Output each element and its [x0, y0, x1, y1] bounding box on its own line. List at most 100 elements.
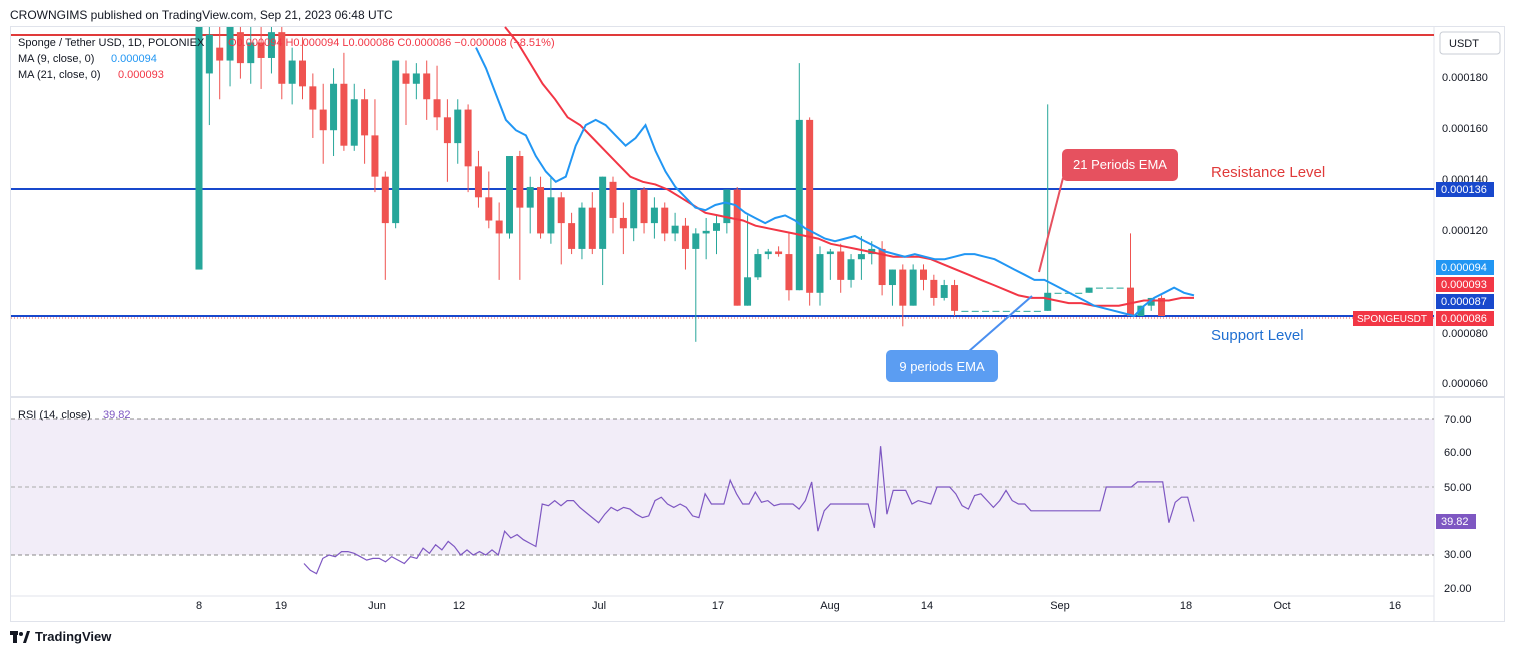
candle-up[interactable] [1033, 310, 1041, 312]
candle-down[interactable] [785, 254, 793, 291]
candle-up[interactable] [754, 254, 762, 278]
candle-down[interactable] [474, 166, 482, 198]
candle-up[interactable] [1023, 310, 1031, 312]
candle-up[interactable] [392, 60, 400, 224]
candle-down[interactable] [588, 207, 596, 249]
candle-up[interactable] [547, 197, 555, 234]
candle-up[interactable] [764, 251, 772, 255]
candle-up[interactable] [702, 230, 710, 234]
candle-up[interactable] [599, 176, 607, 249]
candle-up[interactable] [847, 259, 855, 280]
candle-up[interactable] [795, 119, 803, 291]
tradingview-footer[interactable]: TradingView [10, 629, 111, 644]
ema9-callout[interactable] [886, 350, 998, 382]
candle-up[interactable] [1085, 287, 1093, 293]
candle-down[interactable] [236, 32, 244, 64]
candle-down[interactable] [661, 207, 669, 234]
candle-down[interactable] [775, 251, 783, 255]
candle-up[interactable] [288, 60, 296, 84]
candle-down[interactable] [681, 225, 689, 249]
candle-down[interactable] [423, 73, 431, 100]
candle-up[interactable] [826, 251, 834, 255]
candle-down[interactable] [557, 197, 565, 224]
candle-up[interactable] [1013, 310, 1021, 312]
candle-down[interactable] [1127, 287, 1134, 317]
candle-up[interactable] [195, 27, 203, 270]
candle-down[interactable] [878, 248, 886, 286]
candle-up[interactable] [226, 27, 234, 61]
candle-up[interactable] [1095, 287, 1103, 289]
candle-up[interactable] [506, 156, 513, 234]
price-axis[interactable]: USDT 0.000180 0.000160 0.000140 0.000120… [1353, 31, 1501, 595]
candle-down[interactable] [216, 47, 224, 61]
candle-up[interactable] [671, 225, 679, 234]
candle-up[interactable] [888, 269, 896, 286]
candle-down[interactable] [806, 119, 814, 293]
candle-down[interactable] [381, 176, 389, 224]
candle-up[interactable] [1147, 297, 1155, 306]
candle-down[interactable] [433, 99, 441, 118]
candle-up[interactable] [961, 310, 969, 312]
candle-up[interactable] [971, 310, 979, 312]
time-axis[interactable]: 8 19 Jun 12 Jul 17 Aug 14 Sep 18 Oct 16 [196, 600, 1401, 612]
candle-up[interactable] [816, 254, 824, 293]
ema21-callout[interactable] [1062, 149, 1178, 181]
candle-up[interactable] [350, 99, 358, 146]
candle-down[interactable] [257, 42, 265, 58]
candle-up[interactable] [247, 42, 255, 64]
candle-down[interactable] [837, 251, 845, 280]
candle-up[interactable] [857, 254, 865, 260]
candle-up[interactable] [992, 310, 1000, 312]
candle-down[interactable] [319, 109, 327, 131]
candle-up[interactable] [454, 109, 462, 144]
currency-button[interactable] [1439, 31, 1501, 55]
candle-down[interactable] [619, 217, 627, 229]
candle-down[interactable] [920, 269, 927, 280]
candle-down[interactable] [340, 83, 348, 146]
candle-down[interactable] [495, 220, 503, 234]
candle-down[interactable] [733, 189, 741, 306]
rsi-line[interactable] [303, 446, 1195, 575]
candle-up[interactable] [578, 207, 586, 249]
candle-down[interactable] [951, 285, 959, 311]
candle-up[interactable] [1137, 305, 1145, 317]
candle-down[interactable] [443, 117, 451, 144]
candle-up[interactable] [526, 186, 534, 208]
candle-up[interactable] [692, 233, 700, 249]
candle-down[interactable] [1158, 297, 1166, 317]
candle-up[interactable] [1116, 287, 1124, 289]
candle-down[interactable] [299, 60, 306, 87]
candle-down[interactable] [640, 189, 648, 224]
candle-down[interactable] [516, 156, 524, 208]
candle-up[interactable] [1106, 287, 1114, 289]
candle-down[interactable] [371, 135, 379, 177]
candle-down[interactable] [537, 186, 545, 234]
candle-down[interactable] [402, 73, 410, 84]
candle-down[interactable] [485, 197, 493, 221]
candle-up[interactable] [1054, 292, 1062, 294]
candle-up[interactable] [723, 189, 731, 224]
candle-down[interactable] [361, 99, 369, 136]
candle-down[interactable] [930, 279, 938, 298]
candle-down[interactable] [309, 86, 317, 110]
candle-up[interactable] [713, 223, 720, 231]
candle-up[interactable] [330, 83, 338, 131]
candle-up[interactable] [1002, 310, 1010, 312]
candle-up[interactable] [940, 285, 948, 298]
candle-down[interactable] [609, 181, 617, 218]
candle-up[interactable] [982, 310, 990, 312]
candle-up[interactable] [267, 32, 275, 58]
candle-down[interactable] [464, 109, 472, 167]
candle-up[interactable] [205, 34, 213, 74]
ma21-line[interactable] [504, 26, 1194, 307]
candle-up[interactable] [744, 277, 752, 306]
candle-down[interactable] [278, 32, 286, 84]
candle-down[interactable] [568, 223, 576, 249]
candle-up[interactable] [1044, 292, 1052, 311]
ma9-line[interactable] [475, 47, 1195, 318]
candle-up[interactable] [650, 207, 658, 224]
candle-down[interactable] [899, 269, 907, 306]
candle-up[interactable] [412, 73, 420, 84]
candle-up[interactable] [630, 189, 638, 229]
